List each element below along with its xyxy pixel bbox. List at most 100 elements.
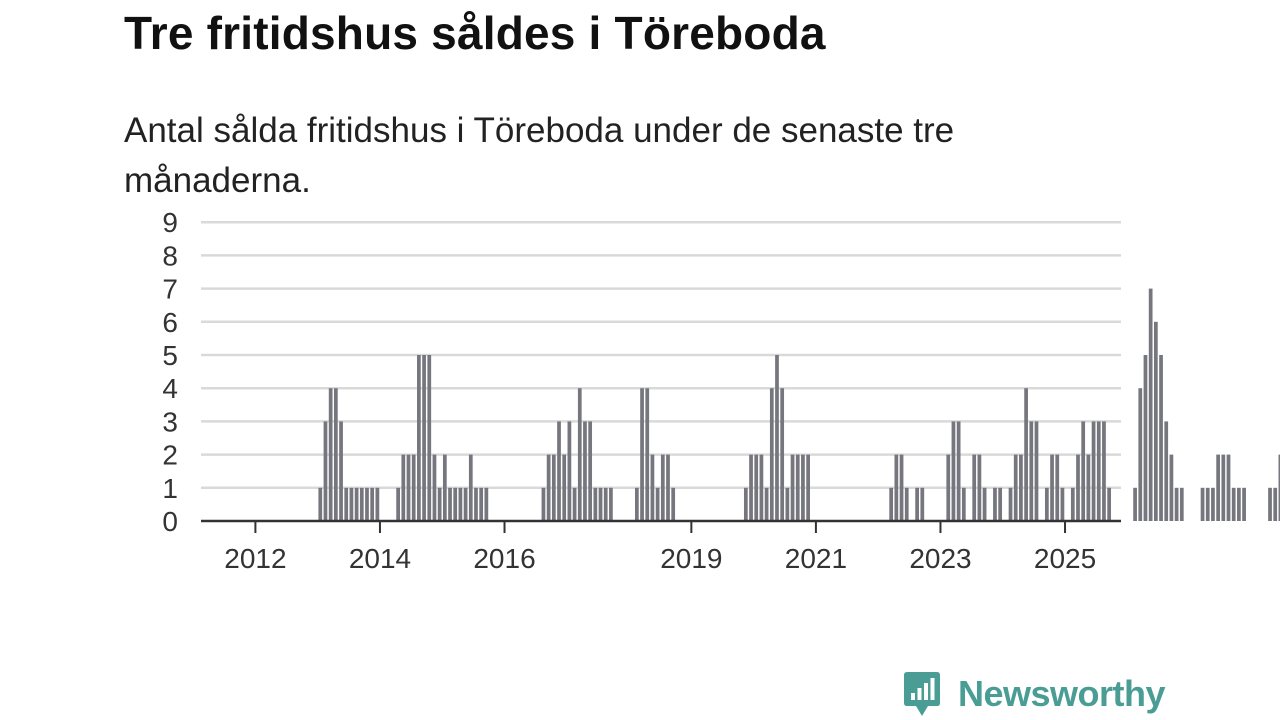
x-tick-label: 2023 bbox=[909, 543, 971, 574]
bar bbox=[609, 487, 613, 521]
bar bbox=[458, 487, 463, 521]
x-tick-label: 2016 bbox=[473, 543, 535, 574]
bar bbox=[427, 355, 432, 521]
x-tick-label: 2014 bbox=[349, 543, 411, 574]
bar bbox=[743, 487, 748, 521]
bar bbox=[541, 487, 546, 521]
bar bbox=[448, 487, 452, 521]
bar bbox=[1107, 487, 1112, 521]
y-tick-label: 8 bbox=[162, 240, 178, 271]
bar bbox=[956, 421, 961, 521]
bar bbox=[365, 487, 369, 521]
bar bbox=[417, 355, 421, 521]
bar bbox=[769, 388, 774, 521]
bar bbox=[894, 454, 899, 521]
bar bbox=[1216, 454, 1220, 521]
y-tick-label: 5 bbox=[162, 340, 178, 371]
bar bbox=[1242, 487, 1246, 521]
bar bbox=[583, 421, 587, 521]
bar bbox=[645, 388, 650, 521]
bar bbox=[603, 487, 608, 521]
bar bbox=[1174, 487, 1179, 521]
bar bbox=[1076, 454, 1080, 521]
y-tick-label: 0 bbox=[162, 506, 178, 537]
bar bbox=[1060, 487, 1065, 521]
bar bbox=[993, 487, 997, 521]
bar bbox=[1096, 421, 1101, 521]
bar bbox=[1044, 487, 1049, 521]
bar bbox=[790, 454, 795, 521]
bar bbox=[1200, 487, 1205, 521]
bar bbox=[749, 454, 753, 521]
bar bbox=[422, 355, 426, 521]
labels: 012345678920122014201620192021202320253 bbox=[162, 207, 1096, 574]
y-tick-label: 9 bbox=[162, 207, 178, 238]
bar bbox=[946, 454, 951, 521]
bar bbox=[1008, 487, 1013, 521]
bar bbox=[1081, 421, 1086, 521]
grid-lines bbox=[201, 220, 1121, 490]
bar bbox=[1211, 487, 1215, 521]
bar bbox=[1205, 487, 1210, 521]
bar bbox=[1169, 454, 1174, 521]
x-tick-label: 2021 bbox=[785, 543, 847, 574]
bar bbox=[1133, 487, 1137, 521]
bar bbox=[666, 454, 670, 521]
bar bbox=[588, 421, 593, 521]
bar bbox=[328, 388, 333, 521]
y-tick-label: 1 bbox=[162, 473, 178, 504]
bar bbox=[1226, 454, 1231, 521]
bar bbox=[801, 454, 805, 521]
bar bbox=[1102, 421, 1106, 521]
bar bbox=[1029, 421, 1034, 521]
x-tick-label: 2025 bbox=[1034, 543, 1096, 574]
bar bbox=[1179, 487, 1184, 521]
bar bbox=[754, 454, 759, 521]
bar bbox=[775, 355, 779, 521]
bar bbox=[1221, 454, 1226, 521]
bar bbox=[432, 454, 437, 521]
bar bbox=[972, 454, 977, 521]
y-tick-label: 4 bbox=[162, 373, 178, 404]
bar bbox=[1159, 355, 1163, 521]
brand-logo: Newsworthy bbox=[902, 668, 1166, 720]
bar bbox=[650, 454, 655, 521]
bar bbox=[1278, 454, 1280, 521]
bar bbox=[785, 487, 790, 521]
bar bbox=[323, 421, 328, 521]
newsworthy-logo-icon bbox=[904, 672, 940, 716]
bar bbox=[396, 487, 400, 521]
bar bbox=[567, 421, 572, 521]
x-tick-label: 2019 bbox=[660, 543, 722, 574]
bar bbox=[759, 454, 764, 521]
bar bbox=[977, 454, 982, 521]
bar bbox=[546, 454, 551, 521]
bar bbox=[889, 487, 894, 521]
bar bbox=[1024, 388, 1028, 521]
brand-name: Newsworthy bbox=[958, 673, 1166, 714]
bar bbox=[468, 454, 473, 521]
bar bbox=[1086, 454, 1091, 521]
bar bbox=[1013, 454, 1018, 521]
y-tick-label: 6 bbox=[162, 307, 178, 338]
bar bbox=[1019, 454, 1023, 521]
bar bbox=[1143, 355, 1148, 521]
chart-title: Tre fritidshus såldes i Töreboda bbox=[124, 7, 826, 59]
bar bbox=[806, 454, 810, 521]
bar bbox=[598, 487, 603, 521]
bar bbox=[920, 487, 925, 521]
bar bbox=[899, 454, 904, 521]
bar bbox=[406, 454, 411, 521]
bar bbox=[411, 454, 416, 521]
bar bbox=[401, 454, 406, 521]
bar bbox=[634, 487, 639, 521]
y-tick-label: 7 bbox=[162, 274, 178, 305]
bar bbox=[1268, 487, 1272, 521]
chart-subtitle: Antal sålda fritidshus i Töreboda under … bbox=[124, 111, 955, 200]
bar bbox=[339, 421, 343, 521]
bar bbox=[551, 454, 556, 521]
bar bbox=[951, 421, 956, 521]
bar bbox=[915, 487, 919, 521]
bar bbox=[671, 487, 676, 521]
bar bbox=[474, 487, 478, 521]
